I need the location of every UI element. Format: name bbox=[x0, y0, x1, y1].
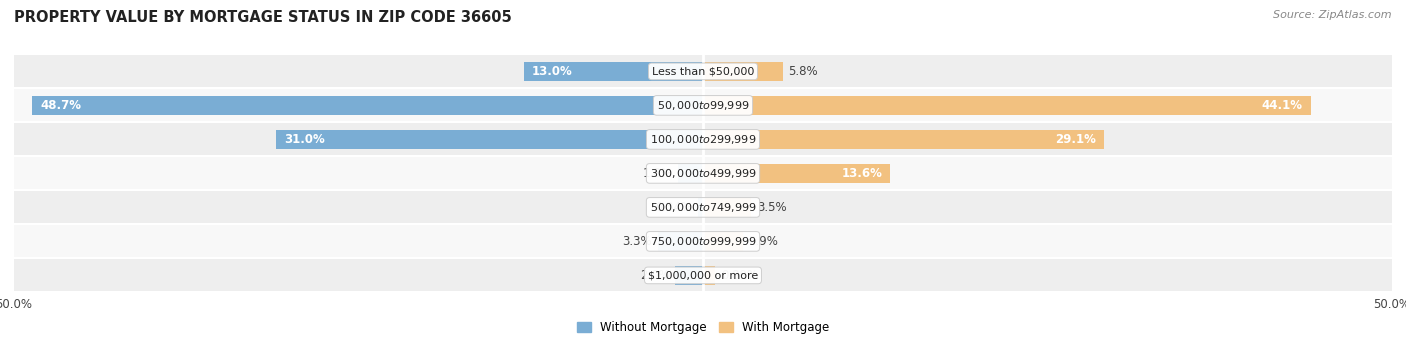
Text: 3.3%: 3.3% bbox=[623, 235, 652, 248]
Text: 2.9%: 2.9% bbox=[748, 235, 779, 248]
Text: 48.7%: 48.7% bbox=[41, 99, 82, 112]
Text: 1.8%: 1.8% bbox=[643, 167, 672, 180]
Bar bbox=[14, 122, 1392, 156]
Bar bbox=[703, 96, 1310, 115]
Bar bbox=[32, 96, 703, 115]
Text: PROPERTY VALUE BY MORTGAGE STATUS IN ZIP CODE 36605: PROPERTY VALUE BY MORTGAGE STATUS IN ZIP… bbox=[14, 10, 512, 25]
Bar bbox=[14, 156, 1392, 190]
Bar bbox=[658, 232, 703, 251]
Text: 0.34%: 0.34% bbox=[655, 201, 693, 214]
Bar bbox=[14, 258, 1392, 292]
Text: 13.6%: 13.6% bbox=[841, 167, 882, 180]
Bar bbox=[699, 198, 703, 217]
Text: 13.0%: 13.0% bbox=[531, 65, 572, 78]
Text: 31.0%: 31.0% bbox=[284, 133, 325, 146]
Bar bbox=[703, 62, 783, 81]
Text: 3.5%: 3.5% bbox=[756, 201, 786, 214]
Bar bbox=[675, 266, 703, 285]
Text: $50,000 to $99,999: $50,000 to $99,999 bbox=[657, 99, 749, 112]
Text: $1,000,000 or more: $1,000,000 or more bbox=[648, 270, 758, 280]
Text: 2.0%: 2.0% bbox=[640, 269, 669, 282]
Text: $750,000 to $999,999: $750,000 to $999,999 bbox=[650, 235, 756, 248]
Bar bbox=[678, 164, 703, 183]
Text: Less than $50,000: Less than $50,000 bbox=[652, 66, 754, 76]
Bar bbox=[703, 164, 890, 183]
Text: $500,000 to $749,999: $500,000 to $749,999 bbox=[650, 201, 756, 214]
Bar bbox=[276, 130, 703, 149]
Text: 44.1%: 44.1% bbox=[1261, 99, 1302, 112]
Text: 0.89%: 0.89% bbox=[721, 269, 758, 282]
Text: $300,000 to $499,999: $300,000 to $499,999 bbox=[650, 167, 756, 180]
Text: $100,000 to $299,999: $100,000 to $299,999 bbox=[650, 133, 756, 146]
Bar bbox=[14, 224, 1392, 258]
Text: 5.8%: 5.8% bbox=[789, 65, 818, 78]
Bar bbox=[14, 190, 1392, 224]
Bar bbox=[14, 54, 1392, 88]
Bar bbox=[524, 62, 703, 81]
Text: 29.1%: 29.1% bbox=[1054, 133, 1095, 146]
Bar bbox=[703, 266, 716, 285]
Bar bbox=[703, 232, 742, 251]
Bar bbox=[703, 130, 1104, 149]
Bar bbox=[703, 198, 751, 217]
Legend: Without Mortgage, With Mortgage: Without Mortgage, With Mortgage bbox=[572, 317, 834, 339]
Bar bbox=[14, 88, 1392, 122]
Text: Source: ZipAtlas.com: Source: ZipAtlas.com bbox=[1274, 10, 1392, 20]
